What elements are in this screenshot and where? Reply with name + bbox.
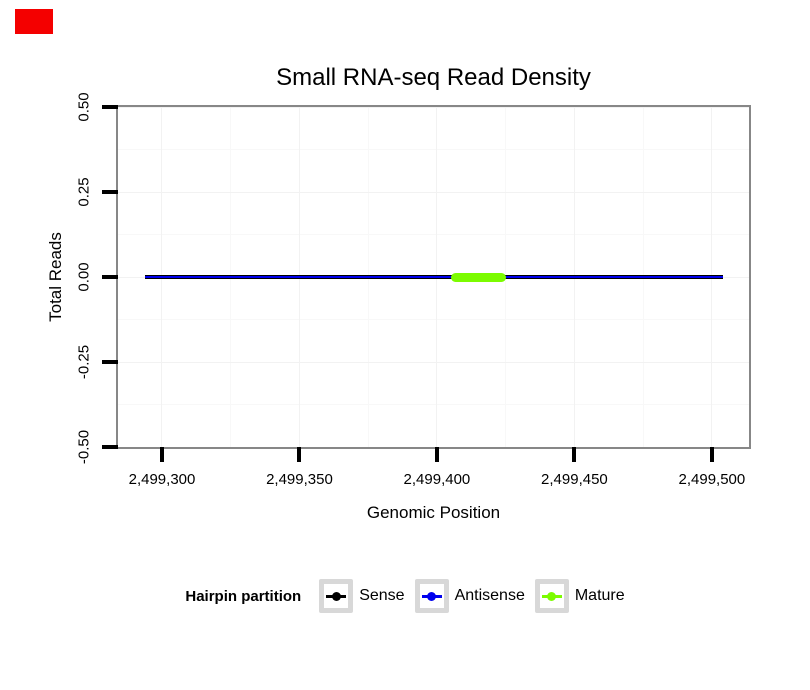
point-glyph-icon bbox=[427, 591, 437, 601]
y-tick-label: 0.50 bbox=[75, 92, 93, 122]
y-tick-label: -0.25 bbox=[75, 344, 93, 380]
y-tick-mark bbox=[102, 360, 118, 364]
x-tick-mark bbox=[572, 447, 577, 462]
y-tick-label: -0.50 bbox=[75, 429, 93, 465]
legend-key-antisense-icon bbox=[414, 579, 449, 613]
legend-label-mature: Mature bbox=[574, 587, 625, 604]
grid-minor-h bbox=[118, 319, 749, 320]
legend-item-antisense: Antisense bbox=[414, 579, 525, 613]
grid-minor-h bbox=[118, 404, 749, 405]
x-tick-label: 2,499,500 bbox=[678, 471, 746, 488]
legend-item-mature: Mature bbox=[534, 579, 625, 613]
series-antisense bbox=[145, 276, 723, 278]
point-glyph-icon bbox=[547, 591, 557, 601]
legend-title: Hairpin partition bbox=[185, 587, 302, 605]
x-tick-mark bbox=[297, 447, 302, 462]
legend-key-mature-icon bbox=[534, 579, 569, 613]
x-tick-mark bbox=[434, 447, 439, 462]
y-tick-mark bbox=[102, 275, 118, 279]
x-tick-label: 2,499,350 bbox=[266, 471, 333, 488]
series-mature bbox=[450, 272, 506, 282]
y-tick-label: 0.00 bbox=[75, 262, 93, 292]
x-tick-label: 2,499,400 bbox=[403, 471, 471, 488]
grid-minor-h bbox=[118, 149, 749, 150]
legend-label-sense: Sense bbox=[359, 587, 405, 604]
grid-major-h bbox=[118, 106, 749, 108]
x-tick-mark bbox=[159, 447, 164, 462]
legend-item-sense: Sense bbox=[319, 579, 405, 613]
x-tick-mark bbox=[709, 447, 714, 462]
y-tick-mark bbox=[102, 445, 118, 449]
red-annotation-box bbox=[15, 9, 53, 34]
point-glyph-icon bbox=[331, 591, 341, 601]
grid-minor-h bbox=[118, 234, 749, 235]
x-tick-label: 2,499,450 bbox=[541, 471, 608, 488]
y-axis-title: Total Reads bbox=[46, 232, 65, 322]
legend-key-sense-icon bbox=[319, 579, 354, 613]
x-tick-label: 2,499,300 bbox=[128, 471, 196, 488]
legend: Hairpin partition Sense Antisense Mature bbox=[0, 579, 810, 613]
y-tick-mark bbox=[102, 105, 118, 109]
grid-major-h bbox=[118, 361, 749, 363]
legend-label-antisense: Antisense bbox=[454, 587, 525, 604]
grid-major-h bbox=[118, 191, 749, 193]
y-tick-mark bbox=[102, 190, 118, 194]
x-axis-title: Genomic Position bbox=[366, 503, 501, 522]
y-tick-label: 0.25 bbox=[75, 177, 93, 207]
chart-title: Small RNA-seq Read Density bbox=[276, 64, 591, 91]
